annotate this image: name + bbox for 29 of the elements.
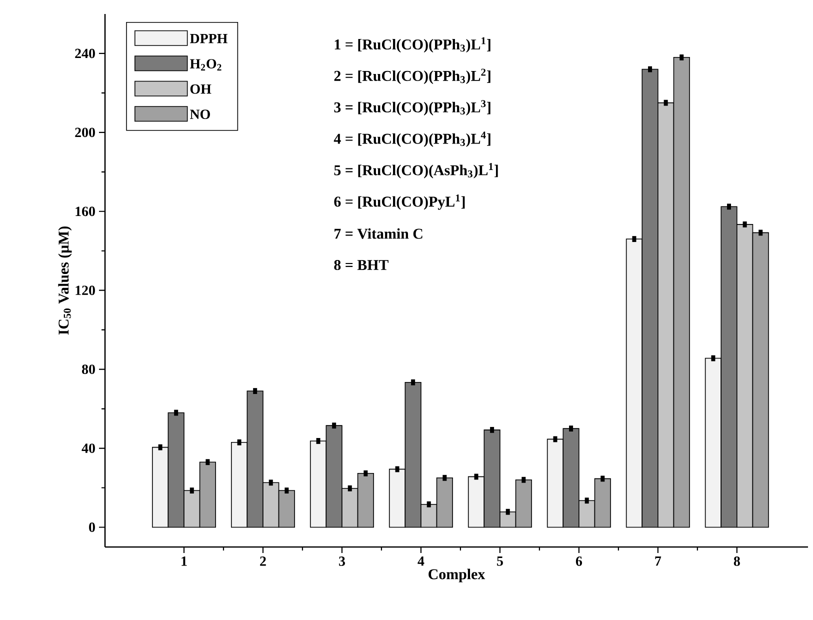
x-tick-label: 6 xyxy=(576,556,582,566)
annotation: 1 = [RuCl(CO)(PPh$_{3}$)L$^{1}$] xyxy=(334,37,490,53)
x-tick-label: 1 xyxy=(182,556,187,566)
legend-label: OH xyxy=(190,84,212,94)
x-tick-label: 5 xyxy=(497,556,503,566)
y-tick-label: 120 xyxy=(76,286,95,296)
legend-label: NO xyxy=(190,110,210,120)
annotation: 5 = [RuCl(CO)(AsPh$_{3}$)L$^{1}$] xyxy=(334,163,498,178)
y-tick-label: 200 xyxy=(75,128,95,138)
legend-label: H$_{2}$O$_{2}$ xyxy=(190,59,222,71)
x-axis-title: Complex xyxy=(428,568,486,582)
annotation: 2 = [RuCl(CO)(PPh$_{3}$)L$^{2}$] xyxy=(334,68,490,84)
y-tick-label: 40 xyxy=(82,444,95,453)
x-tick-label: 2 xyxy=(260,556,266,566)
y-tick-label: 160 xyxy=(76,206,95,216)
x-tick-label: 3 xyxy=(339,556,345,566)
annotation: 4 = [RuCl(CO)(PPh$_{3}$)L$^{4}$] xyxy=(334,132,490,147)
annotation: 7 = Vitamin C xyxy=(334,228,422,239)
annotation: 8 = BHT xyxy=(334,260,388,270)
x-tick-label: 4 xyxy=(418,556,424,566)
x-tick-label: 8 xyxy=(734,556,740,566)
annotation: 3 = [RuCl(CO)(PPh$_{3}$)L$^{3}$] xyxy=(334,100,490,116)
x-tick-label: 7 xyxy=(655,556,662,566)
y-tick-label: 240 xyxy=(75,48,95,58)
y-tick-label: 80 xyxy=(82,364,95,374)
y-tick-label: 0 xyxy=(89,522,95,532)
y-axis-title: IC$_{50}$ Values (μM) xyxy=(58,226,72,335)
legend-label: DPPH xyxy=(190,34,228,44)
annotation: 6 = [RuCl(CO)PyL$^{1}$] xyxy=(334,194,465,210)
